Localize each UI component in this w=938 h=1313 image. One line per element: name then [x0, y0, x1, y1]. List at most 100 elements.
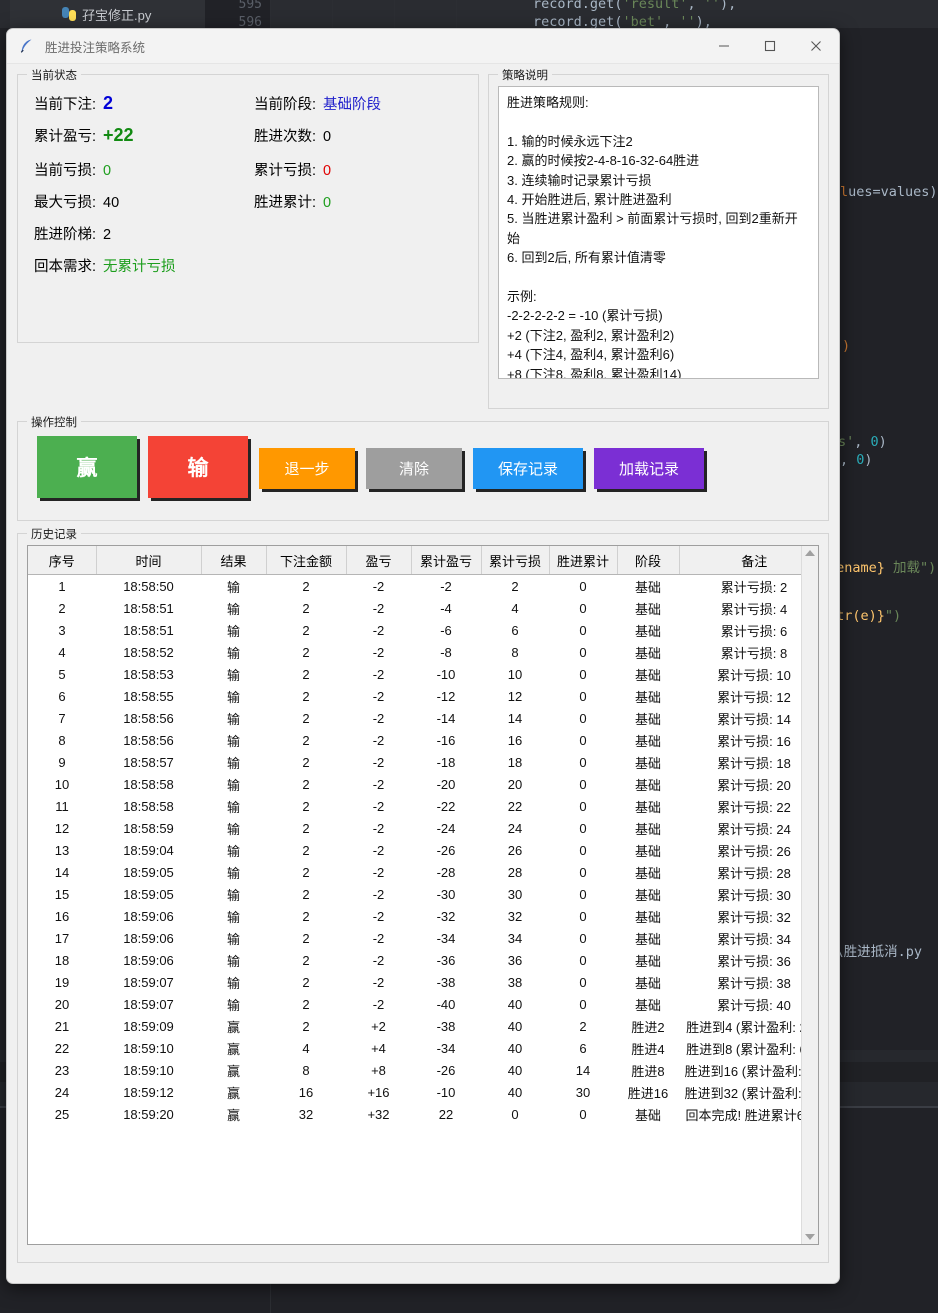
- history-table-row[interactable]: 8 18:58:56 输 2 -2 -16 16 0 基础 累计亏损: 16: [28, 729, 801, 751]
- history-table-row[interactable]: 22 18:59:10 赢 4 +4 -34 40 6 胜进4 胜进到8 (累计盈利: 6/4(: [28, 1037, 801, 1059]
- triangle-down-icon[interactable]: [805, 1234, 815, 1240]
- history-table-row[interactable]: 15 18:59:05 输 2 -2 -30 30 0 基础 累计亏损: 30: [28, 883, 801, 905]
- history-table-row[interactable]: 23 18:59:10 赢 8 +8 -26 40 14 胜进8 胜进到16 (累计盈利: 14,: [28, 1059, 801, 1081]
- history-cell: -2: [372, 622, 385, 638]
- history-col-header[interactable]: 下注金额: [266, 546, 347, 575]
- history-table-row[interactable]: 16 18:59:06 输 2 -2 -32 32 0 基础 累计亏损: 32: [28, 905, 801, 927]
- history-cell: 输: [226, 975, 240, 991]
- history-cell: 基础: [634, 689, 661, 705]
- triangle-up-icon[interactable]: [805, 550, 815, 556]
- history-cell: -36: [436, 952, 456, 968]
- history-cell: 2: [302, 710, 310, 726]
- history-table-row[interactable]: 18 18:59:06 输 2 -2 -36 36 0 基础 累计亏损: 36: [28, 949, 801, 971]
- history-col-header[interactable]: 备注: [679, 546, 801, 575]
- history-cell: 0: [579, 710, 587, 726]
- history-cell: 基础: [634, 865, 661, 881]
- close-button[interactable]: [793, 30, 839, 63]
- history-table-row[interactable]: 9 18:58:57 输 2 -2 -18 18 0 基础 累计亏损: 18: [28, 751, 801, 773]
- history-cell: 基础: [634, 887, 661, 903]
- history-col-header[interactable]: 累计亏损: [481, 546, 550, 575]
- history-table-row[interactable]: 20 18:59:07 输 2 -2 -40 40 0 基础 累计亏损: 40: [28, 993, 801, 1015]
- history-cell: 0: [579, 952, 587, 968]
- editor-tab-label: 孖宝修正.py: [82, 7, 152, 23]
- history-col-header[interactable]: 累计盈亏: [411, 546, 482, 575]
- history-cell: 10: [54, 776, 70, 792]
- load-record-button[interactable]: 加载记录: [594, 448, 704, 489]
- history-cell: 18:58:52: [123, 644, 174, 660]
- history-col-header[interactable]: 时间: [96, 546, 202, 575]
- history-col-header[interactable]: 胜进累计: [549, 546, 618, 575]
- history-table-row[interactable]: 3 18:58:51 输 2 -2 -6 6 0 基础 累计亏损: 6: [28, 619, 801, 641]
- history-cell: -2: [372, 974, 385, 990]
- history-cell: 11: [55, 798, 69, 814]
- history-cell: -24: [436, 820, 456, 836]
- history-table-row[interactable]: 4 18:58:52 输 2 -2 -8 8 0 基础 累计亏损: 8: [28, 641, 801, 663]
- editor-strip-cell: [394, 0, 457, 28]
- history-col-header[interactable]: 盈亏: [346, 546, 412, 575]
- history-cell: 2: [302, 996, 310, 1012]
- history-cell: 12: [507, 688, 523, 704]
- history-cell: 2: [302, 908, 310, 924]
- status-value-total-loss: 0: [323, 163, 332, 179]
- history-cell: -14: [436, 710, 456, 726]
- status-label: 累计盈亏:: [34, 129, 97, 145]
- history-cell: 20: [507, 776, 523, 792]
- history-table-row[interactable]: 14 18:59:05 输 2 -2 -28 28 0 基础 累计亏损: 28: [28, 861, 801, 883]
- history-cell: 胜进到16 (累计盈利: 14,: [684, 1063, 801, 1079]
- history-table-row[interactable]: 21 18:59:09 赢 2 +2 -38 40 2 胜进2 胜进到4 (累计盈利: 2/4(: [28, 1015, 801, 1037]
- history-table-row[interactable]: 1 18:58:50 输 2 -2 -2 2 0 基础 累计亏损: 2: [28, 575, 801, 598]
- history-cell: 输: [226, 623, 240, 639]
- history-table-row[interactable]: 6 18:58:55 输 2 -2 -12 12 0 基础 累计亏损: 12: [28, 685, 801, 707]
- history-cell: 基础: [634, 733, 661, 749]
- strategy-description-textbox[interactable]: 胜进策略规则: 1. 输的时候永远下注2 2. 赢的时候按2-4-8-16-32…: [498, 86, 819, 379]
- history-table-row[interactable]: 12 18:58:59 输 2 -2 -24 24 0 基础 累计亏损: 24: [28, 817, 801, 839]
- history-cell: 基础: [634, 755, 661, 771]
- history-tree[interactable]: 序号 时间 结果 下注金额 盈亏 累计盈亏 累计亏损 胜进累计 阶段 备注 1 18:58:50 输 2…: [28, 546, 801, 1244]
- save-record-button[interactable]: 保存记录: [473, 448, 583, 489]
- history-table-row[interactable]: 25 18:59:20 赢 32 +32 22 0 0 基础 回本完成! 胜进累计62 >: [28, 1103, 801, 1125]
- win-button[interactable]: 赢: [37, 436, 137, 498]
- history-cell: 赢: [226, 1019, 240, 1035]
- history-cell: -2: [372, 710, 385, 726]
- editor-strip-cell: [456, 0, 519, 28]
- lose-button[interactable]: 输: [148, 436, 248, 498]
- history-cell: 18:59:10: [123, 1062, 174, 1078]
- history-table-row[interactable]: 24 18:59:12 赢 16 +16 -10 40 30 胜进16 胜进到32 (累计盈利: …: [28, 1081, 801, 1103]
- history-cell: -40: [436, 996, 456, 1012]
- editor-tab-file[interactable]: 孖宝修正.py: [10, 0, 205, 28]
- history-table-row[interactable]: 5 18:58:53 输 2 -2 -10 10 0 基础 累计亏损: 10: [28, 663, 801, 685]
- history-cell: 19: [54, 974, 70, 990]
- history-table-row[interactable]: 11 18:58:58 输 2 -2 -22 22 0 基础 累计亏损: 22: [28, 795, 801, 817]
- history-col-header[interactable]: 阶段: [617, 546, 680, 575]
- history-table-row[interactable]: 10 18:58:58 输 2 -2 -20 20 0 基础 累计亏损: 20: [28, 773, 801, 795]
- status-label: 胜进累计:: [254, 195, 317, 211]
- history-tree-wrapper: 序号 时间 结果 下注金额 盈亏 累计盈亏 累计亏损 胜进累计 阶段 备注 1 18:58:50 输 2…: [27, 545, 819, 1245]
- history-table-row[interactable]: 17 18:59:06 输 2 -2 -34 34 0 基础 累计亏损: 34: [28, 927, 801, 949]
- history-cell: -38: [436, 1018, 456, 1034]
- history-table-row[interactable]: 2 18:58:51 输 2 -2 -4 4 0 基础 累计亏损: 4: [28, 597, 801, 619]
- history-cell: 4: [302, 1040, 310, 1056]
- history-col-header[interactable]: 结果: [201, 546, 267, 575]
- history-col-header[interactable]: 序号: [28, 546, 97, 575]
- maximize-button[interactable]: [747, 30, 793, 63]
- clear-button[interactable]: 清除: [366, 448, 462, 489]
- history-table-row[interactable]: 19 18:59:07 输 2 -2 -38 38 0 基础 累计亏损: 38: [28, 971, 801, 993]
- history-table-row[interactable]: 13 18:59:04 输 2 -2 -26 26 0 基础 累计亏损: 26: [28, 839, 801, 861]
- history-cell: 18:58:56: [123, 710, 174, 726]
- window-titlebar[interactable]: 胜进投注策略系统: [7, 29, 839, 64]
- history-cell: 累计亏损: 36: [717, 953, 791, 969]
- history-cell: 输: [226, 887, 240, 903]
- code-line: lename} 加载"): [828, 560, 937, 576]
- history-cell: 18:59:07: [123, 974, 174, 990]
- history-cell: 22: [54, 1040, 70, 1056]
- history-cell: 累计亏损: 20: [717, 777, 791, 793]
- history-cell: -2: [372, 600, 385, 616]
- history-cell: -16: [436, 732, 456, 748]
- history-table-row[interactable]: 7 18:58:56 输 2 -2 -14 14 0 基础 累计亏损: 14: [28, 707, 801, 729]
- status-label: 胜进次数:: [254, 129, 317, 145]
- history-cell: 2: [302, 952, 310, 968]
- history-cell: 累计亏损: 14: [717, 711, 791, 727]
- undo-button[interactable]: 退一步: [259, 448, 355, 489]
- history-vertical-scrollbar[interactable]: [801, 546, 818, 1244]
- minimize-button[interactable]: [701, 30, 747, 63]
